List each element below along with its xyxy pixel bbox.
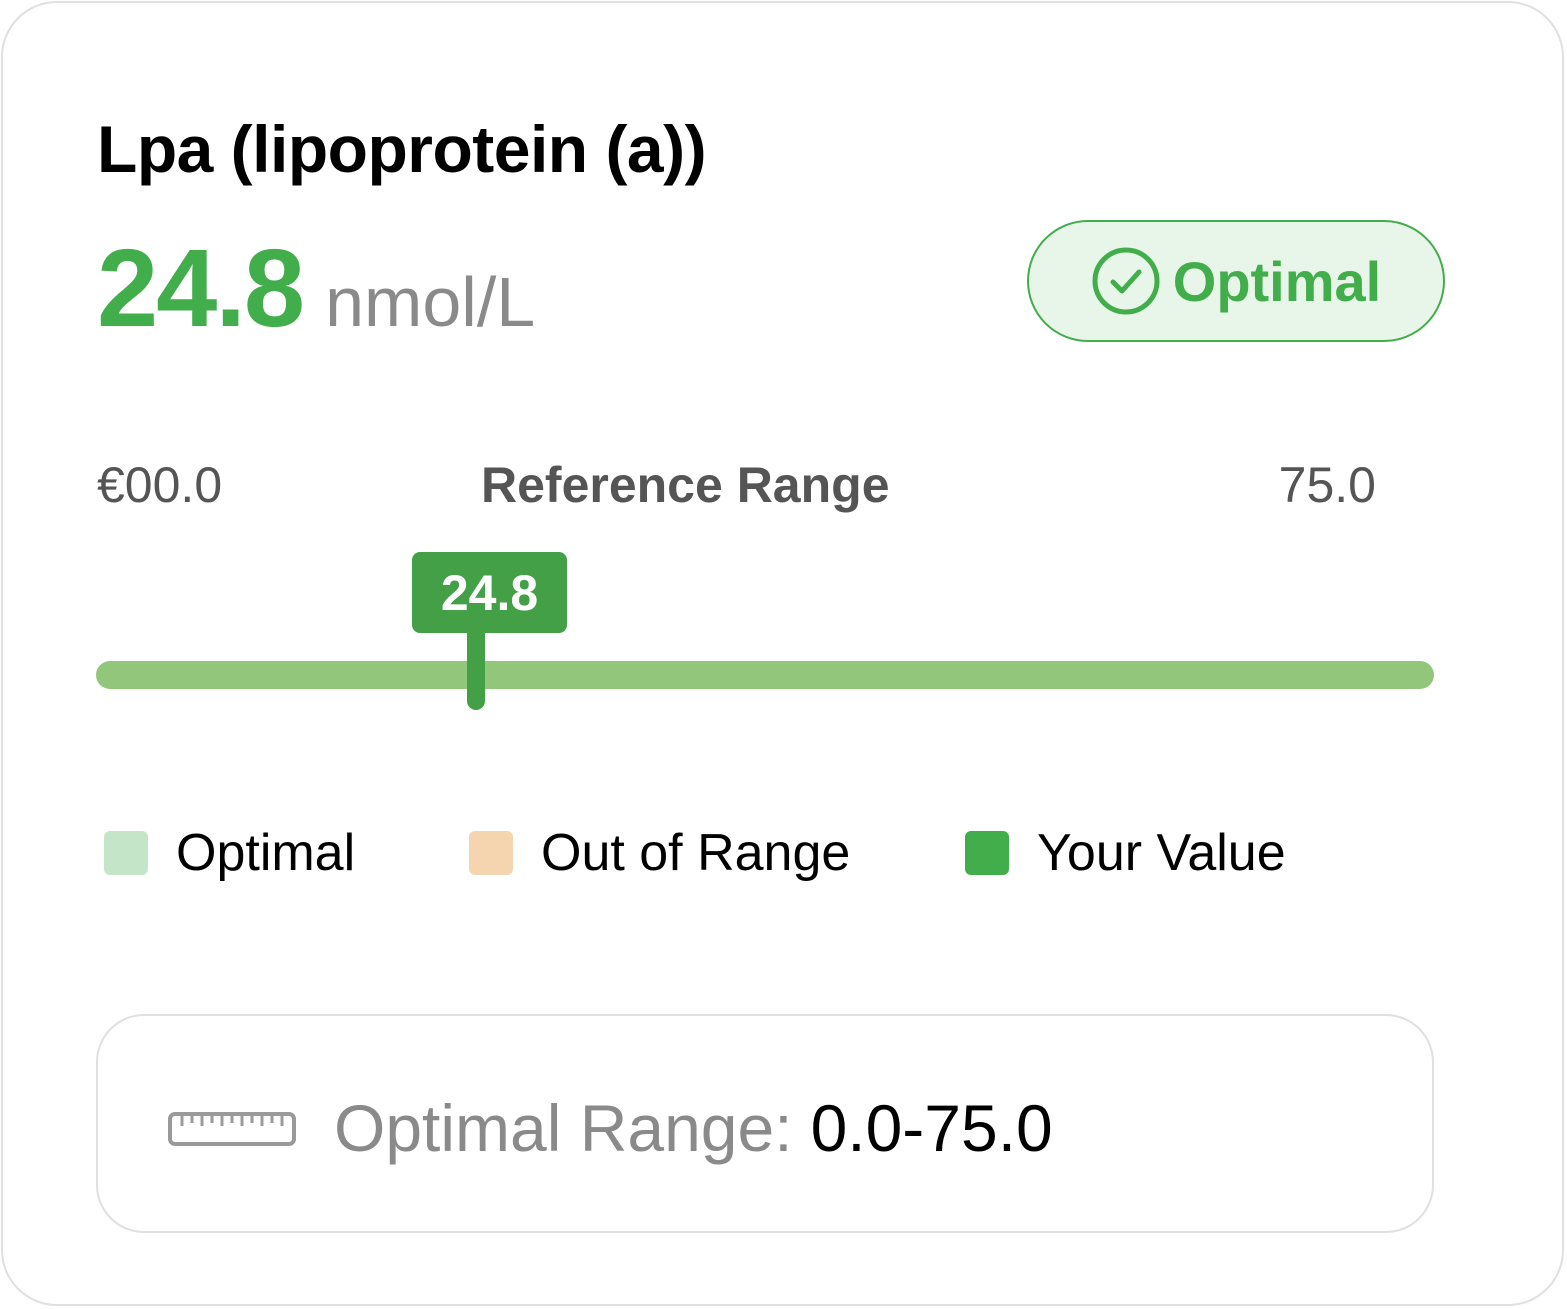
range-min-label: €00.0 bbox=[97, 457, 223, 513]
value-marker-label: 24.8 bbox=[412, 552, 567, 633]
legend-swatch-out-of-range bbox=[469, 831, 513, 875]
legend-label: Your Value bbox=[1037, 824, 1286, 882]
range-max-label: 75.0 bbox=[1278, 457, 1376, 513]
legend-label: Optimal bbox=[176, 824, 356, 882]
range-track bbox=[96, 661, 1434, 689]
value-row: 24.8 nmol/L bbox=[97, 225, 535, 352]
legend-item-out-of-range: Out of Range bbox=[469, 823, 850, 883]
ruler-icon bbox=[168, 1112, 296, 1151]
reference-range-label: Reference Range bbox=[481, 457, 890, 513]
status-label: Optimal bbox=[1172, 249, 1382, 313]
optimal-range-label: Optimal Range: bbox=[334, 1091, 793, 1165]
legend-swatch-your-value bbox=[965, 831, 1009, 875]
optimal-range-box: Optimal Range: 0.0-75.0 bbox=[96, 1014, 1434, 1233]
biomarker-unit: nmol/L bbox=[325, 263, 536, 341]
optimal-range-text: Optimal Range: 0.0-75.0 bbox=[334, 1090, 1053, 1166]
check-circle-icon bbox=[1091, 246, 1161, 316]
legend-label: Out of Range bbox=[541, 824, 851, 882]
value-marker-stem bbox=[467, 623, 485, 710]
legend-item-your-value: Your Value bbox=[965, 823, 1286, 883]
legend-swatch-optimal bbox=[104, 831, 148, 875]
status-badge: Optimal bbox=[1027, 220, 1445, 342]
optimal-range-value: 0.0-75.0 bbox=[810, 1091, 1053, 1165]
legend-item-optimal: Optimal bbox=[104, 823, 355, 883]
biomarker-title: Lpa (lipoprotein (a)) bbox=[97, 112, 707, 186]
biomarker-value: 24.8 bbox=[97, 227, 305, 350]
